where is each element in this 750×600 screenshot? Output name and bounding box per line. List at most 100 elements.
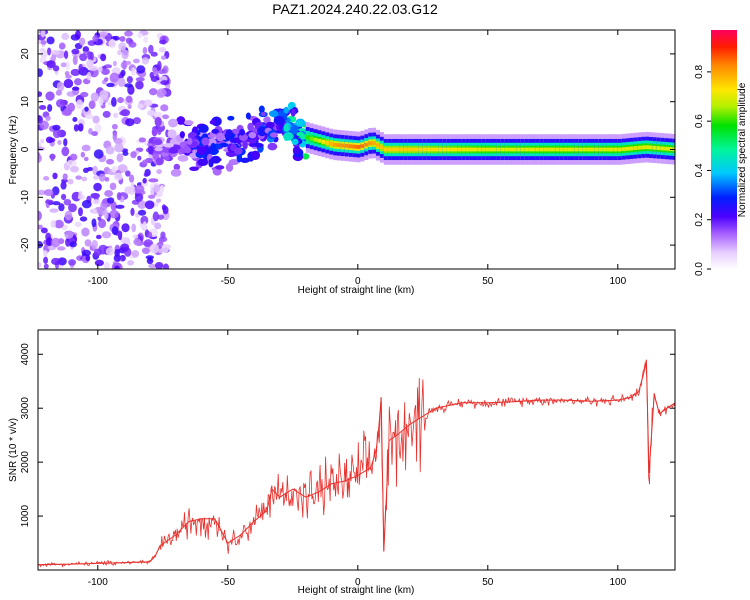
heatmap-cell xyxy=(98,66,103,73)
heatmap-cell xyxy=(516,147,521,152)
heatmap-cell xyxy=(93,182,102,192)
heatmap-cell xyxy=(156,88,167,97)
heatmap-cell xyxy=(300,133,306,140)
heatmap-cell xyxy=(83,156,89,162)
heatmap-cell xyxy=(387,147,392,152)
heatmap-cell xyxy=(163,143,174,148)
heatmap-cell xyxy=(103,261,111,269)
heatmap-cell xyxy=(168,147,178,154)
spectrogram-y-axis-label: Frequency (Hz) xyxy=(8,116,19,185)
heatmap-cell xyxy=(91,218,97,228)
heatmap-cell xyxy=(86,59,94,68)
heatmap-cell xyxy=(106,82,115,88)
heatmap-cell xyxy=(46,60,56,69)
heatmap-cell xyxy=(161,244,170,253)
heatmap-cell xyxy=(130,182,135,192)
heatmap-cell xyxy=(215,132,225,142)
heatmap-cell xyxy=(147,145,154,155)
heatmap-cell xyxy=(125,170,131,177)
heatmap-cell xyxy=(606,147,611,152)
heatmap-cell xyxy=(55,98,66,108)
heatmap-cell xyxy=(91,239,98,250)
heatmap-cell xyxy=(290,108,296,117)
heatmap-cell xyxy=(395,147,400,152)
snr-line-noise xyxy=(38,362,675,568)
heatmap-cell xyxy=(189,166,199,171)
heatmap-cell xyxy=(403,147,408,152)
heatmap-cell xyxy=(225,162,234,172)
heatmap-cell xyxy=(97,216,102,221)
heatmap-cell xyxy=(94,259,105,267)
heatmap-cell xyxy=(283,123,290,132)
heatmap-cell xyxy=(100,53,107,62)
heatmap-cell xyxy=(98,173,106,182)
heatmap-cell xyxy=(192,126,198,134)
snr-line xyxy=(38,359,675,566)
snr-x-axis-label: Height of straight line (km) xyxy=(298,585,415,596)
heatmap-cell xyxy=(38,115,44,124)
heatmap-cell xyxy=(61,146,70,157)
heatmap-cell xyxy=(391,147,396,152)
heatmap-cell xyxy=(176,116,186,125)
heatmap-cell xyxy=(67,178,74,185)
heatmap-cell xyxy=(97,31,108,38)
heatmap-cell xyxy=(56,246,66,251)
heatmap-cell xyxy=(340,143,345,148)
spectrogram-x-ticks: -100 -50 0 50 100 xyxy=(88,30,627,287)
heatmap-cell xyxy=(418,147,423,152)
heatmap-cell xyxy=(77,123,84,132)
heatmap-cell xyxy=(520,147,525,152)
heatmap-cell xyxy=(108,38,117,49)
heatmap-cell xyxy=(38,189,46,196)
heatmap-cell xyxy=(48,137,56,143)
heatmap-cell xyxy=(154,146,163,152)
heatmap-cell xyxy=(78,37,86,46)
heatmap-cell xyxy=(40,30,46,38)
heatmap-cell xyxy=(267,142,278,151)
heatmap-cell xyxy=(430,147,435,152)
heatmap-cell xyxy=(135,80,144,90)
heatmap-cell xyxy=(85,254,91,262)
heatmap-cell xyxy=(112,60,117,67)
heatmap-cell xyxy=(563,147,568,152)
heatmap-cell xyxy=(457,147,462,152)
heatmap-cell xyxy=(321,139,326,144)
heatmap-cell xyxy=(446,147,451,152)
heatmap-cell xyxy=(58,203,65,212)
heatmap-cell xyxy=(43,176,50,181)
heatmap-cell xyxy=(106,158,115,165)
heatmap-cell xyxy=(485,147,490,152)
heatmap-cell xyxy=(142,159,148,165)
heatmap-cell xyxy=(75,175,82,180)
heatmap-cell xyxy=(111,165,118,173)
heatmap-cell xyxy=(137,209,147,216)
heatmap-cell xyxy=(411,147,416,152)
heatmap-cell xyxy=(496,147,501,152)
heatmap-cell xyxy=(78,207,83,217)
heatmap-cell xyxy=(245,112,251,120)
heatmap-cell xyxy=(162,263,170,269)
heatmap-cell xyxy=(168,118,178,128)
heatmap-cell xyxy=(265,121,275,129)
heatmap-cell xyxy=(154,116,162,127)
heatmap-cell xyxy=(582,147,587,152)
heatmap-cell xyxy=(134,184,145,194)
heatmap-cell xyxy=(109,182,117,191)
heatmap-cell xyxy=(551,147,556,152)
heatmap-cell xyxy=(352,144,357,149)
heatmap-cell xyxy=(86,71,92,81)
heatmap-cell xyxy=(95,234,102,240)
heatmap-cell xyxy=(633,146,638,150)
heatmap-cell xyxy=(273,115,285,126)
heatmap-cell xyxy=(283,106,289,114)
heatmap-cell xyxy=(113,254,122,262)
heatmap-cell xyxy=(143,36,149,43)
heatmap-cell xyxy=(125,118,135,127)
heatmap-cell xyxy=(586,147,591,152)
heatmap-cell xyxy=(52,172,58,180)
heatmap-cell xyxy=(160,231,166,239)
heatmap-cell xyxy=(43,263,49,269)
heatmap-cell xyxy=(132,234,139,239)
heatmap-cell xyxy=(79,216,88,222)
heatmap-cell xyxy=(70,165,79,173)
